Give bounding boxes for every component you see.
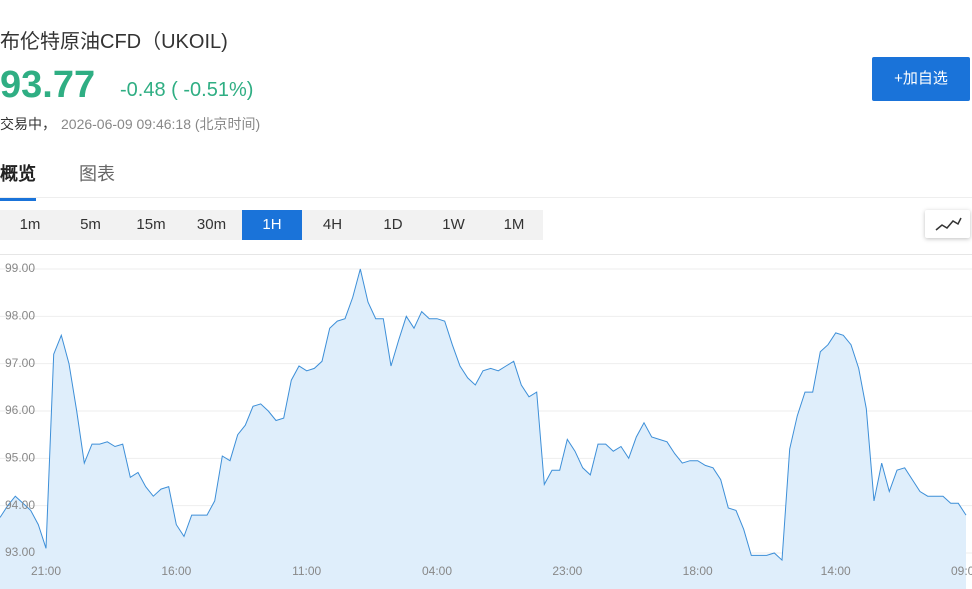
price-change: -0.48 ( -0.51%): [120, 79, 254, 101]
price: 93.77: [0, 64, 96, 106]
title: 布伦特原油CFD（UKOIL): [0, 31, 228, 53]
timestamp: 2026-06-09 09:46:18 (北京时间): [61, 116, 261, 132]
x-tick-label: 14:00: [821, 564, 851, 578]
tab[interactable]: 图表: [79, 164, 115, 184]
add-watchlist-button[interactable]: +加自选: [872, 57, 970, 101]
interval-bar: 1m 5m 15m 30m 1H 4H 1D 1W 1M: [0, 210, 543, 240]
y-tick-label: 98.00: [5, 309, 35, 323]
interval-button[interactable]: 15m: [136, 216, 166, 233]
interval-button[interactable]: 1m: [19, 216, 41, 233]
x-tick-label: 04:00: [422, 564, 452, 578]
y-tick-label: 93.00: [5, 545, 35, 559]
x-tick-label: 23:00: [552, 564, 582, 578]
y-tick-label: 95.00: [5, 451, 35, 465]
interval-button[interactable]: 30m: [196, 216, 227, 233]
interval-button[interactable]: 1H: [242, 210, 302, 240]
x-tick-label: 21:00: [31, 564, 61, 578]
y-tick-label: 94.00: [5, 498, 35, 512]
x-tick-label: 09:00: [951, 564, 972, 578]
chart-type-button[interactable]: [925, 210, 970, 238]
y-tick-label: 96.00: [5, 403, 35, 417]
y-tick-label: 97.00: [5, 356, 35, 370]
trading-status: 交易中，: [0, 116, 56, 132]
line: [0, 268, 967, 562]
chart-type-icon: [935, 217, 962, 231]
tab[interactable]: 概览: [0, 160, 36, 201]
interval-button[interactable]: 1D: [383, 216, 403, 233]
interval-button[interactable]: 4H: [322, 216, 343, 233]
interval-button[interactable]: 1W: [442, 216, 465, 233]
y-tick-label: 99.00: [5, 261, 35, 275]
tabs: 概览 图表: [0, 160, 972, 201]
x-tick-label: 16:00: [161, 564, 191, 578]
interval-button[interactable]: 5m: [80, 216, 101, 233]
x-tick-label: 18:00: [683, 564, 713, 578]
interval-button[interactable]: 1M: [503, 216, 525, 233]
x-tick-label: 11:00: [292, 564, 321, 578]
area: [0, 269, 966, 589]
